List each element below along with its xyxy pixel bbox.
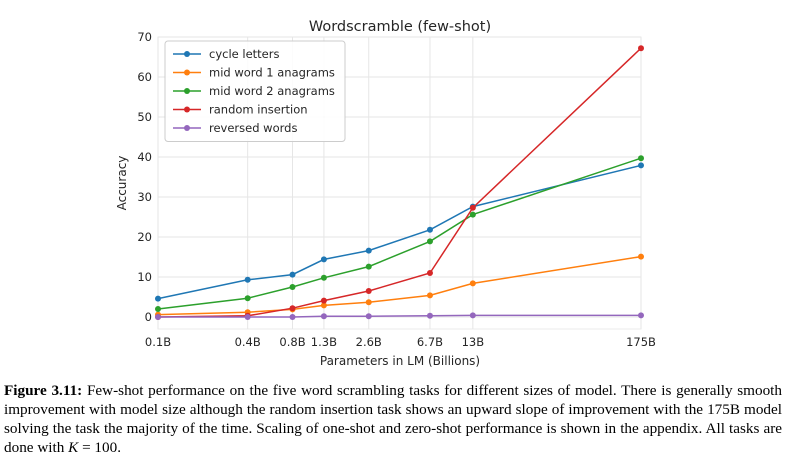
data-point <box>289 271 296 278</box>
x-tick-label: 2.6B <box>356 335 382 349</box>
data-point <box>289 314 296 320</box>
y-tick-label: 0 <box>145 310 152 324</box>
data-point <box>426 270 433 276</box>
legend-entry: mid word 2 anagrams <box>209 84 335 98</box>
data-point <box>320 302 327 309</box>
data-point <box>289 284 296 290</box>
y-tick-label: 70 <box>137 30 152 44</box>
data-point <box>244 295 251 302</box>
x-tick-label: 0.8B <box>279 335 305 349</box>
data-point <box>638 162 644 169</box>
caption-label: Figure 3.11: <box>4 382 83 399</box>
legend-entry: reversed words <box>209 121 297 135</box>
data-point <box>244 314 251 320</box>
series-line <box>157 164 642 300</box>
data-point <box>320 274 327 281</box>
data-point <box>244 276 251 283</box>
x-tick-label: 0.1B <box>145 335 171 349</box>
data-point <box>365 288 372 294</box>
legend-marker <box>184 51 190 57</box>
data-point <box>320 256 327 263</box>
data-point <box>469 280 476 287</box>
x-tick-label: 175B <box>626 335 656 349</box>
x-tick-label: 6.7B <box>417 335 443 349</box>
series-line <box>158 314 641 318</box>
x-axis-label: Parameters in LM (Billions) <box>320 354 480 368</box>
y-tick-label: 10 <box>137 270 152 284</box>
data-point <box>638 253 644 260</box>
legend-box <box>164 40 346 142</box>
data-point <box>426 312 433 319</box>
data-point <box>320 313 327 320</box>
caption-text-end: = 100. <box>78 439 122 456</box>
data-point <box>365 263 372 270</box>
data-point <box>469 204 476 211</box>
caption-text: Few-shot performance on the five word sc… <box>4 382 782 456</box>
legend-marker <box>184 69 190 76</box>
x-tick-label: 0.4B <box>235 335 261 349</box>
legend-entry: random insertion <box>209 103 308 117</box>
legend-entry: cycle letters <box>209 47 279 61</box>
data-point <box>320 297 327 304</box>
data-point <box>155 306 161 312</box>
data-point <box>469 312 476 319</box>
legend-marker <box>184 106 190 113</box>
data-point <box>155 295 161 302</box>
y-tick-label: 20 <box>137 230 152 244</box>
data-point <box>365 299 372 306</box>
data-point <box>289 305 296 312</box>
data-point <box>469 211 476 218</box>
y-tick-label: 40 <box>137 150 152 164</box>
y-tick-label: 50 <box>137 110 152 124</box>
y-tick-label: 30 <box>137 190 152 204</box>
data-point <box>426 238 433 245</box>
data-point <box>365 313 372 320</box>
data-point <box>155 314 161 320</box>
x-tick-label: 1.3B <box>311 335 337 349</box>
data-point <box>426 292 433 299</box>
data-point <box>638 155 644 162</box>
data-point <box>638 312 644 319</box>
data-point <box>365 247 372 254</box>
plot-area: 0 10 20 30 40 50 60 70 0.1B 0.4B 0.8B 1.3B 2.6B 6.7B 1… <box>137 30 656 349</box>
series-line <box>157 47 642 318</box>
y-tick-label: 60 <box>137 70 152 84</box>
figure-caption: Figure 3.11: Few-shot performance on the… <box>4 381 782 457</box>
chart-title: Wordscramble (few-shot) <box>309 19 491 35</box>
legend-marker <box>184 88 190 94</box>
line-chart: Wordscramble (few-shot) 0102030405060700… <box>115 19 656 368</box>
x-tick-label: 13B <box>462 335 485 349</box>
data-point <box>426 226 433 233</box>
y-axis-label: Accuracy <box>115 156 129 211</box>
legend-marker <box>184 125 190 131</box>
series-line <box>157 255 642 316</box>
legend-entry: mid word 1 anagrams <box>209 66 335 80</box>
caption-k-symbol: K <box>68 439 79 456</box>
data-point <box>638 45 644 52</box>
